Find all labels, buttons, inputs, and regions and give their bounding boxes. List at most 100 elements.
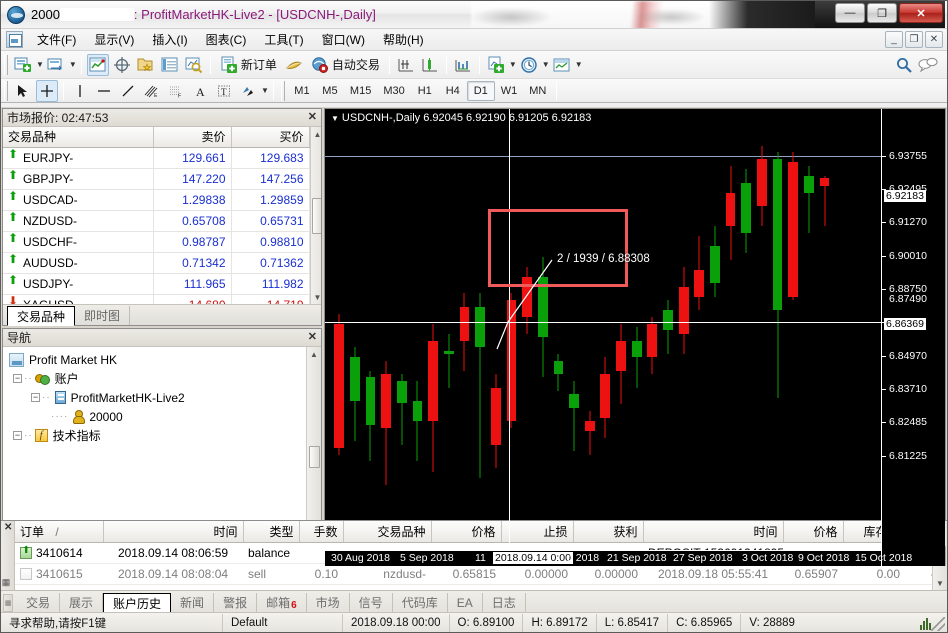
text-icon[interactable]: A <box>189 80 211 102</box>
tab-symbols[interactable]: 交易品种 <box>7 306 76 326</box>
column-symbol[interactable]: 交易品种 <box>3 127 154 148</box>
timeframe-m1[interactable]: M1 <box>294 84 310 97</box>
resize-grip[interactable] <box>931 617 945 631</box>
rectangle-drawing-tool[interactable] <box>488 209 628 287</box>
timeframe-w1[interactable]: W1 <box>500 84 518 97</box>
timeframe-h1[interactable]: H1 <box>417 84 432 97</box>
arrows-icon[interactable] <box>237 80 259 102</box>
menu-charts[interactable]: 图表(C) <box>205 33 247 47</box>
table-row[interactable]: AUDUSD- 0.71342 0.71362 <box>3 252 310 274</box>
templates-button[interactable] <box>551 54 573 76</box>
tab-exposure[interactable]: 展示 <box>60 593 104 612</box>
close-button[interactable]: ✕ <box>899 3 943 23</box>
table-row[interactable]: USDCAD- 1.29838 1.29859 <box>3 189 310 211</box>
column-stop-loss[interactable]: 止损 <box>501 521 574 543</box>
period-dropdown-icon[interactable]: ▼ <box>541 60 550 69</box>
column-ask[interactable]: 买价 <box>231 127 310 148</box>
scroll-thumb[interactable] <box>312 197 321 234</box>
trend-line-icon[interactable] <box>117 80 139 102</box>
market-watch-button[interactable] <box>86 53 109 76</box>
mdi-minimize-button[interactable]: _ <box>885 31 903 48</box>
price-axis[interactable]: 6.93755 6.92495 6.92183 6.91270 6.90010 … <box>881 109 945 566</box>
column-close-price[interactable]: 价格 <box>783 521 844 543</box>
nav-node-root[interactable]: Profit Market HK <box>7 350 306 369</box>
menu-window[interactable]: 窗口(W) <box>321 33 365 47</box>
add-indicator-button[interactable] <box>485 54 507 76</box>
profiles-dropdown-icon[interactable]: ▼ <box>68 60 77 69</box>
collapse-icon[interactable]: − <box>31 392 40 402</box>
column-take-profit[interactable]: 获利 <box>573 521 644 543</box>
chart-menu-icon[interactable]: ▼ <box>331 114 339 123</box>
mdi-restore-button[interactable]: ❐ <box>905 31 923 48</box>
table-row[interactable]: GBPJPY- 147.220 147.256 <box>3 168 310 190</box>
chart-canvas[interactable]: ▼ USDCNH-,Daily 6.92045 6.92190 6.91205 6… <box>325 109 945 566</box>
menu-view[interactable]: 显示(V) <box>94 33 135 47</box>
time-axis[interactable]: 30 Aug 2018 5 Sep 2018 11 2018.09.14 0:0… <box>325 550 912 566</box>
timeframe-h4[interactable]: H4 <box>445 84 460 97</box>
cursor-icon[interactable] <box>12 80 34 102</box>
terminal-tabs-grip[interactable]: ▦ <box>3 594 13 612</box>
scroll-up-icon[interactable]: ▲ <box>313 129 321 139</box>
table-row[interactable]: NZDUSD- 0.65708 0.65731 <box>3 210 310 232</box>
table-row[interactable]: 3410615 2018.09.14 08:08:04 sell 0.10 nz… <box>15 563 932 585</box>
vertical-line-icon[interactable] <box>69 80 91 102</box>
tab-market[interactable]: 市场 <box>307 593 350 612</box>
scroll-thumb[interactable] <box>308 446 320 468</box>
timeframe-mn[interactable]: MN <box>529 84 547 97</box>
scroll-up-icon[interactable]: ▲ <box>310 349 318 359</box>
text-label-icon[interactable]: T <box>213 80 235 102</box>
period-button[interactable] <box>518 54 540 76</box>
search-icon[interactable] <box>893 54 915 76</box>
tab-account-history[interactable]: 账户历史 <box>103 593 172 613</box>
tab-experts[interactable]: EA <box>448 593 483 612</box>
scroll-down-icon[interactable]: ▼ <box>936 578 944 588</box>
scroll-down-icon[interactable]: ▼ <box>313 292 321 302</box>
column-close-time[interactable]: 时间 <box>643 521 784 543</box>
chat-icon[interactable] <box>917 54 939 76</box>
profiles-button[interactable] <box>45 54 67 76</box>
crosshair-icon[interactable] <box>36 79 58 102</box>
maximize-button[interactable]: ❐ <box>867 3 897 23</box>
tab-signals[interactable]: 信号 <box>350 593 393 612</box>
chart-bars-button[interactable] <box>452 54 474 76</box>
timeframe-d1[interactable]: D1 <box>466 80 495 101</box>
templates-dropdown-icon[interactable]: ▼ <box>574 60 583 69</box>
column-type[interactable]: 类型 <box>243 521 300 543</box>
column-volume[interactable]: 手数 <box>299 521 344 543</box>
navigator-close-icon[interactable]: ✕ <box>307 331 317 343</box>
connection-status-icon[interactable] <box>920 616 947 630</box>
terminal-button[interactable] <box>159 54 181 76</box>
equidistant-channel-icon[interactable]: E <box>141 80 163 102</box>
toolbar-grip[interactable] <box>4 54 8 75</box>
add-indicator-dropdown-icon[interactable]: ▼ <box>508 60 517 69</box>
navigator-button[interactable] <box>135 54 157 76</box>
tab-news[interactable]: 新闻 <box>171 593 215 612</box>
column-open-price[interactable]: 价格 <box>431 521 502 543</box>
tab-alerts[interactable]: 警报 <box>214 593 258 612</box>
menu-insert[interactable]: 插入(I) <box>152 33 188 47</box>
fibonacci-retracement-icon[interactable]: F <box>165 80 187 102</box>
new-chart-dropdown-icon[interactable]: ▼ <box>36 60 44 69</box>
tab-tick-chart[interactable]: 即时图 <box>75 306 131 325</box>
horizontal-line-icon[interactable] <box>93 80 115 102</box>
collapse-icon[interactable]: − <box>13 373 22 383</box>
column-open-time[interactable]: 时间 <box>103 521 244 543</box>
tab-mailbox[interactable]: 邮箱 6 <box>257 593 307 612</box>
tab-trade[interactable]: 交易 <box>17 593 61 612</box>
collapse-icon[interactable]: − <box>13 430 22 440</box>
column-bid[interactable]: 卖价 <box>153 127 232 148</box>
nav-node-indicators[interactable]: − ·· f 技术指标 <box>7 426 306 445</box>
market-watch-close-icon[interactable]: ✕ <box>307 111 317 123</box>
table-row[interactable]: XAGUSD- 14.680 14.719 <box>3 294 310 304</box>
market-watch-scrollbar[interactable]: ▲ ▼ <box>309 127 321 304</box>
arrows-dropdown-icon[interactable]: ▼ <box>261 86 269 95</box>
chart-shift-button[interactable] <box>395 54 417 76</box>
column-symbol[interactable]: 交易品种 <box>343 521 432 543</box>
tab-journal[interactable]: 日志 <box>483 593 526 612</box>
table-row[interactable]: USDCHF- 0.98787 0.98810 <box>3 231 310 253</box>
timeframe-m5[interactable]: M5 <box>322 84 338 97</box>
menu-help[interactable]: 帮助(H) <box>382 33 424 47</box>
table-row[interactable]: USDJPY- 111.965 111.982 <box>3 273 310 295</box>
new-order-button[interactable]: 新订单 <box>216 54 281 76</box>
menu-tools[interactable]: 工具(T) <box>264 33 304 47</box>
